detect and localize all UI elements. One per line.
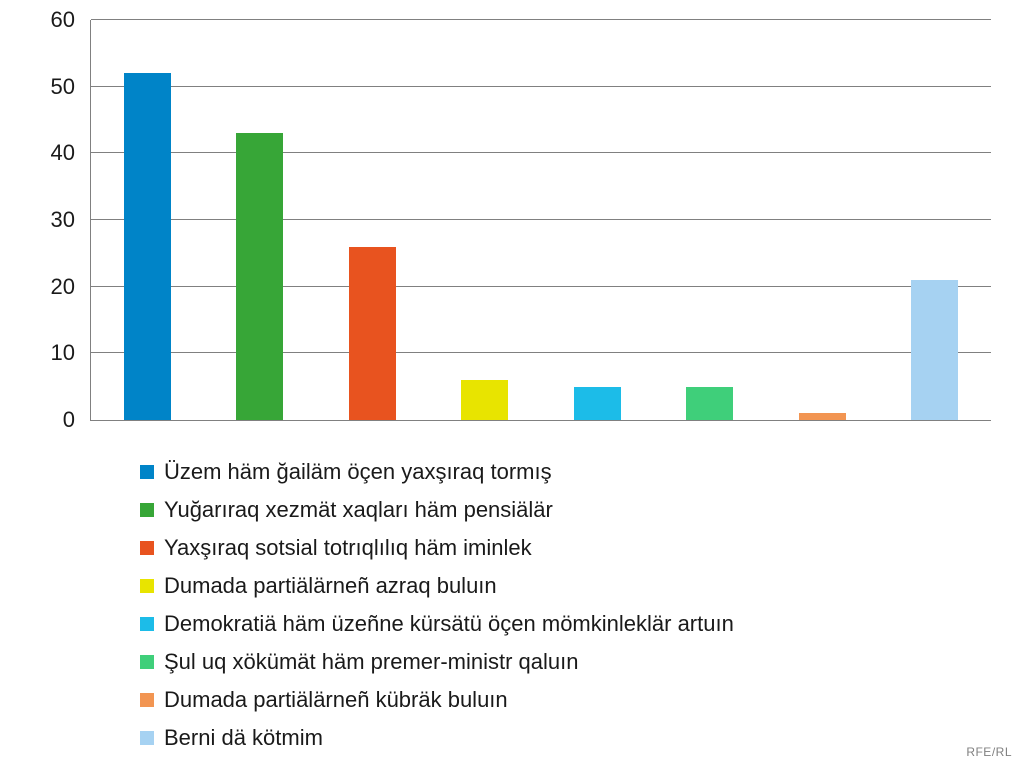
legend-item: Dumada partiälärneñ kübräk buluın <box>140 683 734 717</box>
legend-label: Demokratiä häm üzeñne kürsätü öçen mömki… <box>164 611 734 637</box>
plot-area <box>90 20 991 421</box>
chart-container: 0 10 20 30 40 50 60 Üzem häm ğailäm öçen yaxşı… <box>0 0 1024 767</box>
legend-swatch <box>140 541 154 555</box>
y-tick-label: 0 <box>0 407 75 433</box>
y-tick-label: 10 <box>0 340 75 366</box>
bar <box>461 380 508 420</box>
legend-label: Berni dä kötmim <box>164 725 323 751</box>
legend-label: Dumada partiälärneñ kübräk buluın <box>164 687 508 713</box>
bar <box>799 413 846 420</box>
legend-swatch <box>140 693 154 707</box>
legend-item: Demokratiä häm üzeñne kürsätü öçen mömki… <box>140 607 734 641</box>
gridline <box>91 19 991 20</box>
bar <box>686 387 733 420</box>
gridline <box>91 152 991 153</box>
legend-swatch <box>140 655 154 669</box>
legend-item: Dumada partiälärneñ azraq buluın <box>140 569 734 603</box>
bar <box>124 73 171 420</box>
legend-item: Berni dä kötmim <box>140 721 734 755</box>
bar <box>911 280 958 420</box>
legend-item: Yuğarıraq xezmät xaqları häm pensiälär <box>140 493 734 527</box>
legend-label: Şul uq xökümät häm premer-ministr qaluın <box>164 649 579 675</box>
bar <box>236 133 283 420</box>
legend-label: Dumada partiälärneñ azraq buluın <box>164 573 497 599</box>
y-tick-label: 20 <box>0 274 75 300</box>
legend: Üzem häm ğailäm öçen yaxşıraq tormış Yuğa… <box>140 455 734 759</box>
legend-label: Üzem häm ğailäm öçen yaxşıraq tormış <box>164 459 552 485</box>
y-tick-label: 60 <box>0 7 75 33</box>
y-tick-label: 40 <box>0 140 75 166</box>
bar <box>349 247 396 420</box>
legend-swatch <box>140 579 154 593</box>
gridline <box>91 219 991 220</box>
gridline <box>91 352 991 353</box>
legend-swatch <box>140 731 154 745</box>
y-tick-label: 50 <box>0 74 75 100</box>
credit-text: RFE/RL <box>966 745 1012 759</box>
legend-item: Yaxşıraq sotsial totrıqlılıq häm iminlek <box>140 531 734 565</box>
gridline <box>91 86 991 87</box>
y-tick-label: 30 <box>0 207 75 233</box>
legend-item: Şul uq xökümät häm premer-ministr qaluın <box>140 645 734 679</box>
legend-swatch <box>140 503 154 517</box>
legend-label: Yuğarıraq xezmät xaqları häm pensiälär <box>164 497 553 523</box>
legend-item: Üzem häm ğailäm öçen yaxşıraq tormış <box>140 455 734 489</box>
legend-swatch <box>140 465 154 479</box>
legend-swatch <box>140 617 154 631</box>
legend-label: Yaxşıraq sotsial totrıqlılıq häm iminlek <box>164 535 532 561</box>
gridline <box>91 286 991 287</box>
bar <box>574 387 621 420</box>
